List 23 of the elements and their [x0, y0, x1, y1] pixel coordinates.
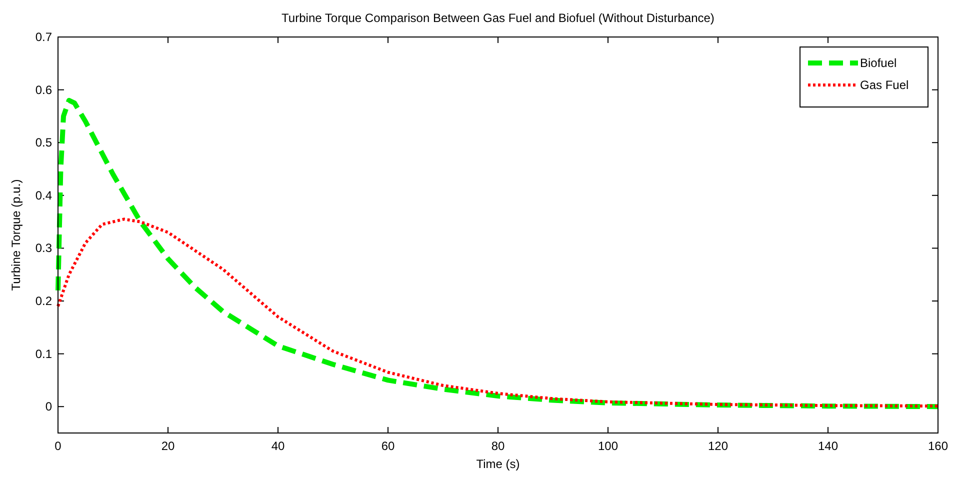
legend-label: Biofuel [860, 56, 897, 70]
y-tick-label: 0.6 [35, 82, 52, 97]
legend-label: Gas Fuel [860, 78, 909, 92]
x-tick-label: 160 [928, 439, 948, 453]
y-tick-label: 0.3 [35, 241, 52, 256]
x-tick-label: 140 [818, 439, 838, 453]
y-tick-label: 0 [45, 400, 52, 414]
y-tick-label: 0.5 [35, 136, 52, 150]
y-tick-label: 0.2 [35, 294, 52, 308]
y-tick-label: 0.1 [35, 346, 52, 361]
x-tick-label: 20 [161, 439, 175, 453]
x-tick-label: 40 [271, 439, 285, 453]
x-tick-label: 100 [598, 439, 618, 453]
line-series [56, 218, 940, 408]
x-tick-label: 80 [491, 439, 505, 453]
x-axis-title: Time (s) [476, 457, 520, 471]
x-tick-label: 0 [54, 439, 62, 453]
x-tick-label: 60 [381, 439, 395, 453]
y-axis-title: Turbine Torque (p.u.) [9, 179, 23, 291]
y-tick-label: 0.4 [35, 188, 52, 202]
chart-title: Turbine Torque Comparison Between Gas Fuel and Biofuel (Without Disturbance) [282, 11, 714, 25]
x-tick-label: 120 [708, 439, 728, 453]
y-tick-label: 0.7 [35, 30, 52, 44]
